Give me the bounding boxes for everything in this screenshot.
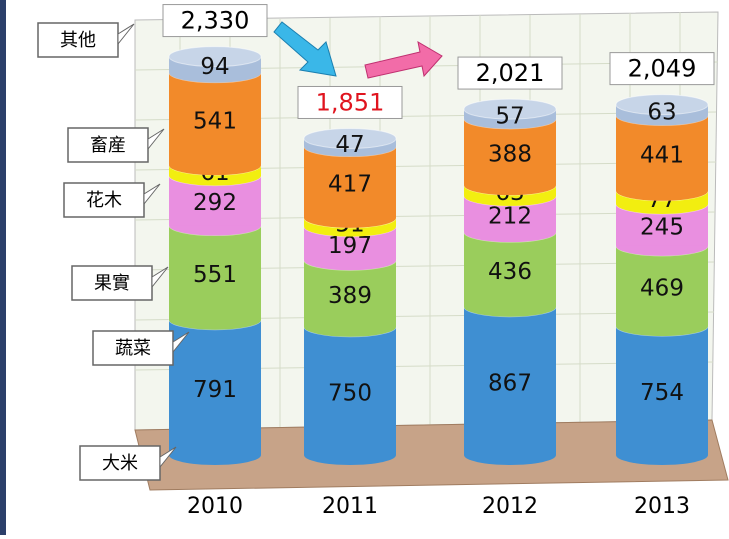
bar: [616, 326, 708, 455]
bar: [616, 245, 708, 327]
bar: [304, 260, 396, 327]
value-label: 292: [193, 190, 237, 216]
cylinder-top: [615, 94, 709, 116]
value-label: 57: [495, 103, 524, 129]
legend-box: [71, 265, 153, 301]
legend-pointer: [172, 331, 190, 354]
bar: [616, 115, 708, 191]
arrow-up: [364, 41, 443, 79]
legend-box: [37, 22, 119, 58]
x-tick-label: 2013: [634, 494, 690, 519]
total-label: 2,330: [181, 7, 250, 35]
value-label: 436: [488, 259, 532, 285]
value-label: 541: [193, 108, 237, 134]
bar: [169, 225, 261, 320]
arrow-down: [273, 21, 337, 77]
value-label: 750: [328, 380, 372, 406]
legend-pointer: [159, 446, 177, 469]
cylinder-top: [168, 46, 262, 68]
value-label: 47: [335, 132, 364, 158]
total-box: [457, 56, 563, 90]
cylinder-top: [303, 127, 397, 149]
legend-label: 畜産: [90, 135, 126, 156]
total-label: 2,049: [628, 55, 697, 83]
value-label: 245: [640, 214, 684, 240]
value-label: 441: [640, 143, 684, 169]
bar: [304, 146, 396, 218]
value-label: 791: [193, 377, 237, 403]
total-label: 1,851: [316, 88, 385, 116]
legend-label: 花木: [86, 190, 122, 211]
legend-label: 其他: [60, 30, 96, 51]
bar: [464, 118, 556, 186]
legend-pointer: [147, 128, 165, 151]
bar: [464, 232, 556, 307]
value-label: 867: [488, 370, 532, 396]
total-label: 2,021: [476, 59, 545, 87]
legend-box: [67, 127, 149, 163]
bar: [304, 326, 396, 455]
total-box: [162, 4, 268, 38]
value-label: 417: [328, 172, 372, 198]
legend-pointer: [143, 183, 161, 206]
x-tick-label: 2011: [322, 494, 378, 519]
value-label: 94: [200, 54, 229, 80]
value-label: 197: [328, 233, 372, 259]
legend-label: 果實: [94, 273, 130, 294]
legend-pointer: [151, 266, 169, 289]
value-label: 389: [328, 283, 372, 309]
x-tick-label: 2012: [482, 494, 538, 519]
left-border: [0, 0, 6, 535]
bar: [169, 319, 261, 455]
legend-pointer: [117, 23, 135, 46]
total-box: [297, 85, 403, 119]
x-tick-label: 2010: [187, 494, 243, 519]
legend-label: 大米: [102, 453, 138, 474]
value-label: 388: [488, 141, 532, 167]
value-label: 551: [193, 262, 237, 288]
value-label: 212: [488, 204, 532, 230]
bar: [464, 306, 556, 455]
bar: [169, 72, 261, 166]
value-label: 469: [640, 275, 684, 301]
legend-label: 蔬菜: [115, 338, 151, 359]
value-label: 63: [647, 100, 676, 126]
legend-box: [92, 330, 174, 366]
value-label: 754: [640, 380, 684, 406]
cylinder-top: [463, 98, 557, 120]
total-box: [609, 52, 715, 86]
legend-box: [79, 445, 161, 481]
